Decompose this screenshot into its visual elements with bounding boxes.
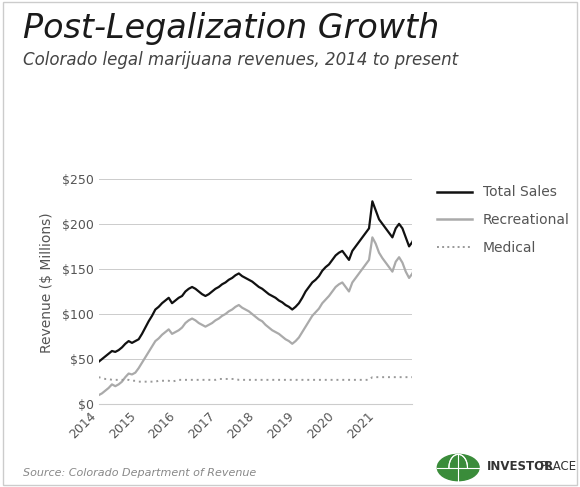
Text: Colorado legal marijuana revenues, 2014 to present: Colorado legal marijuana revenues, 2014 …	[23, 51, 458, 69]
Text: Post-Legalization Growth: Post-Legalization Growth	[23, 12, 440, 45]
Legend: Total Sales, Recreational, Medical: Total Sales, Recreational, Medical	[432, 180, 575, 261]
Circle shape	[437, 454, 479, 481]
Text: PLACE: PLACE	[539, 460, 577, 473]
Text: Source: Colorado Department of Revenue: Source: Colorado Department of Revenue	[23, 468, 256, 478]
Text: INVESTOR: INVESTOR	[487, 460, 554, 473]
Y-axis label: Revenue ($ Millions): Revenue ($ Millions)	[39, 212, 53, 353]
